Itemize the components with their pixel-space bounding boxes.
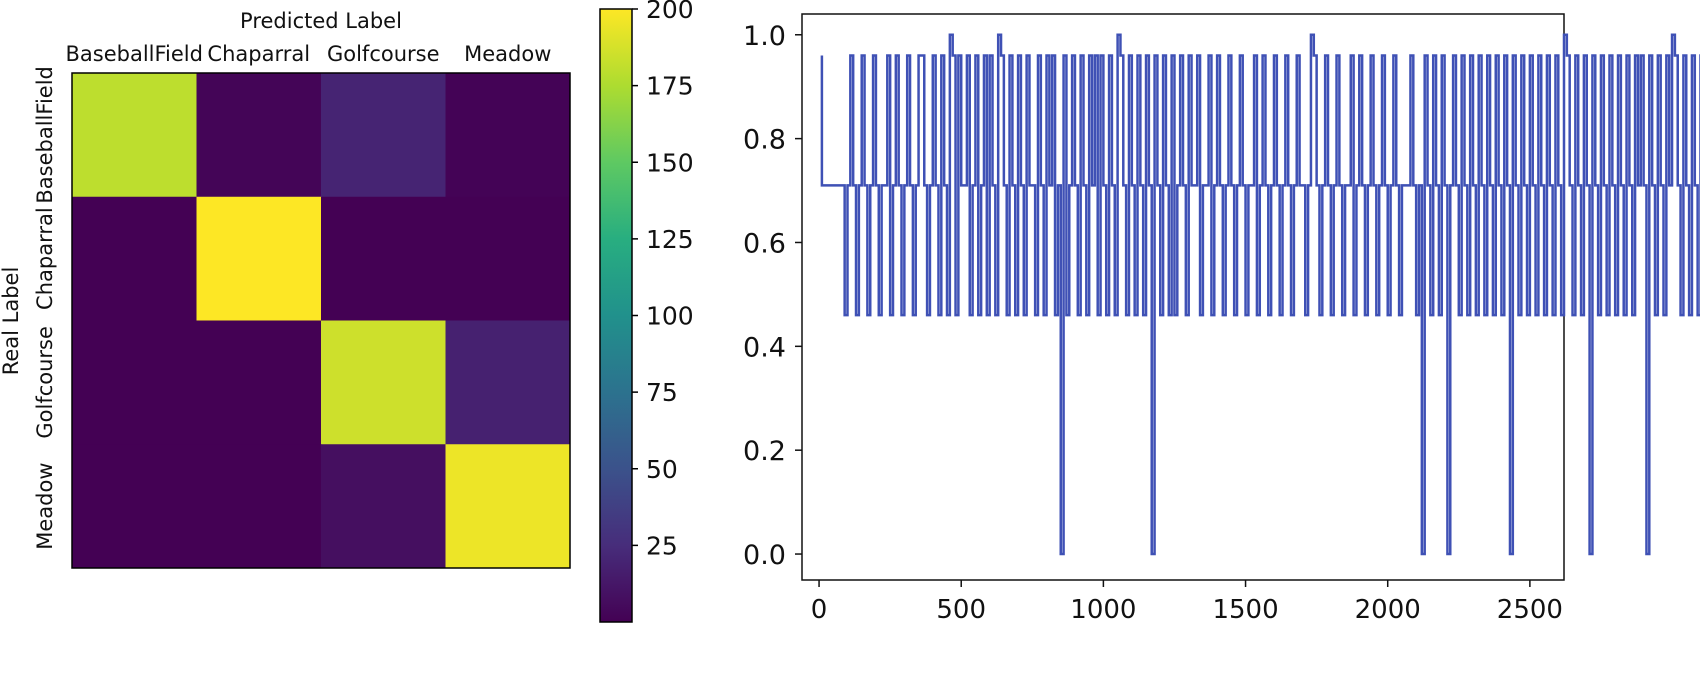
colorbar-tick-label-75: 75 bbox=[646, 378, 678, 407]
heatmap-y-tick-labels: BaseballField Chaparral Golfcourse Meadow bbox=[33, 66, 57, 550]
heatmap-y-label-chaparral: Chaparral bbox=[33, 207, 57, 310]
heatmap-x-label-baseballfield: BaseballField bbox=[66, 42, 203, 66]
x-tick-label-500: 500 bbox=[936, 595, 986, 625]
heatmap-cell-chaparral-golfcourse bbox=[321, 196, 446, 321]
y-tick-label-0-0: 0.0 bbox=[743, 540, 786, 571]
colorbar-tick-label-125: 125 bbox=[646, 225, 694, 254]
heatmap-cell-golfcourse-chaparral bbox=[196, 320, 322, 445]
heatmap-cell-golfcourse-golfcourse bbox=[321, 320, 446, 445]
heatmap-x-label-golfcourse: Golfcourse bbox=[327, 42, 440, 66]
confusion-matrix-heatmap: Predicted Label BaseballField Chaparral Go… bbox=[0, 9, 571, 569]
heatmap-cell-meadow-golfcourse bbox=[321, 444, 446, 569]
heatmap-x-label-chaparral: Chaparral bbox=[207, 42, 310, 66]
colorbar-tick-label-175: 175 bbox=[646, 72, 694, 101]
y-tick-label-1-0: 1.0 bbox=[743, 21, 786, 52]
colorbar-tick-label-150: 150 bbox=[646, 148, 694, 177]
heatmap-x-tick-labels: BaseballField Chaparral Golfcourse Meadow bbox=[66, 42, 552, 66]
colorbar-tick-label-25: 25 bbox=[646, 531, 678, 560]
colorbar-gradient bbox=[599, 8, 633, 623]
heatmap-cell-chaparral-chaparral bbox=[196, 196, 322, 321]
y-tick-label-0-2: 0.2 bbox=[743, 436, 786, 467]
heatmap-cell-baseballfield-meadow bbox=[445, 73, 571, 198]
heatmap-cell-meadow-baseballfield bbox=[72, 444, 197, 569]
colorbar-tick-label-200: 200 bbox=[646, 0, 694, 24]
series-line-accuracy bbox=[820, 33, 1700, 556]
x-tick-label-1500: 1500 bbox=[1212, 595, 1278, 625]
colorbar: 25 50 75 100 125 150 175 200 bbox=[599, 0, 694, 623]
y-tick-label-0-4: 0.4 bbox=[743, 332, 786, 363]
y-tick-label-0-6: 0.6 bbox=[743, 228, 786, 259]
heatmap-cell-baseballfield-chaparral bbox=[196, 73, 322, 198]
x-tick-label-2500: 2500 bbox=[1497, 595, 1563, 625]
heatmap-cell-chaparral-meadow bbox=[445, 196, 571, 321]
x-tick-label-2000: 2000 bbox=[1355, 595, 1421, 625]
heatmap-cell-baseballfield-baseballfield bbox=[72, 73, 197, 198]
heatmap-x-label-meadow: Meadow bbox=[464, 42, 551, 66]
line-chart-x-ticks: 0 500 1000 1500 2000 2500 bbox=[811, 580, 1563, 625]
heatmap-y-label-baseballfield: BaseballField bbox=[33, 66, 57, 203]
x-tick-label-1000: 1000 bbox=[1070, 595, 1136, 625]
colorbar-tick-label-50: 50 bbox=[646, 455, 678, 484]
y-tick-label-0-8: 0.8 bbox=[743, 125, 786, 156]
heatmap-cell-baseballfield-golfcourse bbox=[321, 73, 446, 198]
heatmap-cell-golfcourse-meadow bbox=[445, 320, 571, 445]
heatmap-cell-meadow-chaparral bbox=[196, 444, 322, 569]
heatmap-y-label-meadow: Meadow bbox=[33, 462, 57, 549]
heatmap-cell-meadow-meadow bbox=[445, 444, 571, 569]
line-chart-y-ticks: 0.0 0.2 0.4 0.6 0.8 1.0 bbox=[743, 21, 802, 571]
colorbar-ticks: 25 50 75 100 125 150 175 200 bbox=[632, 0, 694, 560]
heatmap-title: Predicted Label bbox=[240, 9, 402, 33]
accuracy-line-chart: 0 500 1000 1500 2000 2500 0.0 0.2 0.4 0.6 0.8 1.0 bbox=[743, 13, 1700, 625]
heatmap-frame bbox=[71, 72, 571, 569]
colorbar-tick-label-100: 100 bbox=[646, 302, 694, 331]
heatmap-cell-golfcourse-baseballfield bbox=[72, 320, 197, 445]
x-tick-label-0: 0 bbox=[811, 595, 828, 625]
heatmap-cell-chaparral-baseballfield bbox=[72, 196, 197, 321]
heatmap-cells bbox=[72, 73, 571, 569]
heatmap-y-label-golfcourse: Golfcourse bbox=[33, 326, 57, 439]
heatmap-y-axis-label: Real Label bbox=[0, 267, 23, 376]
